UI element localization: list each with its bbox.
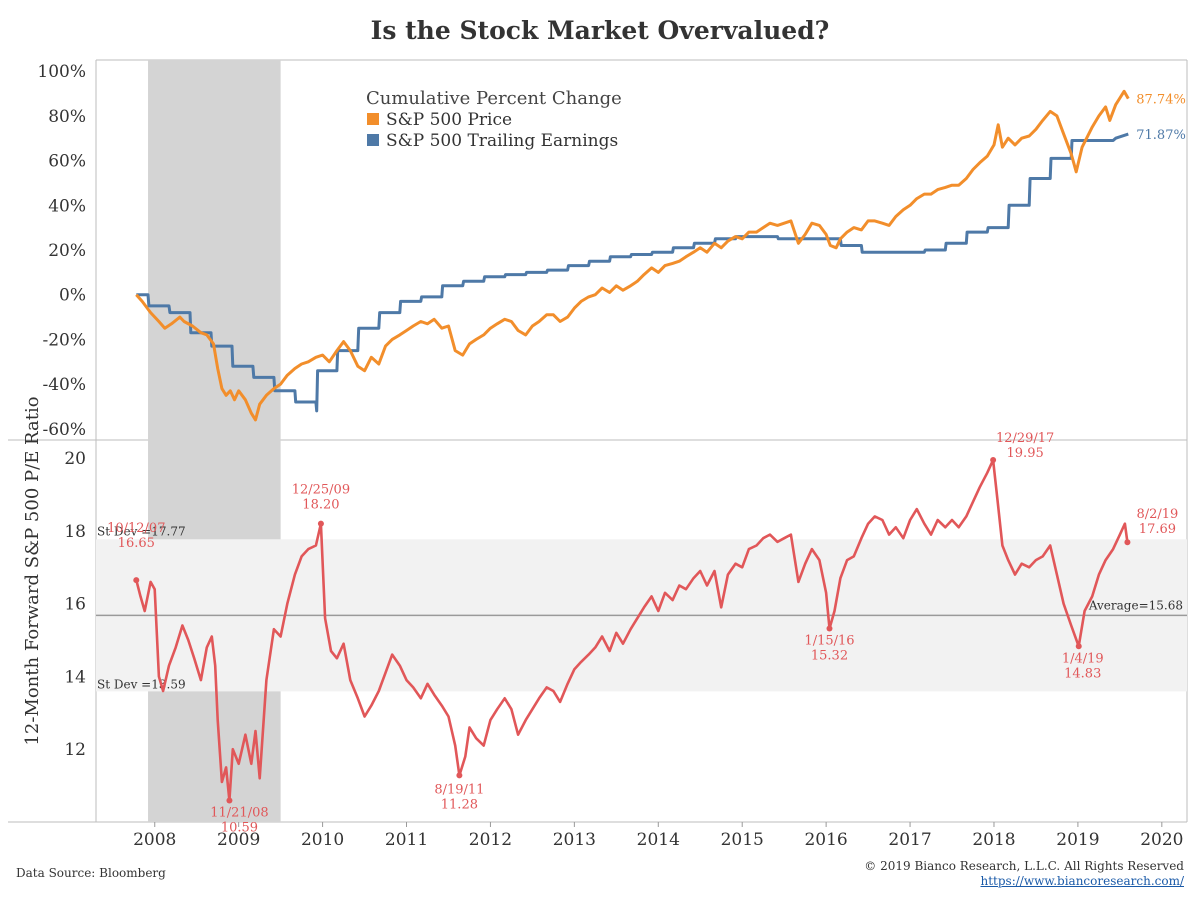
annotation-marker xyxy=(456,772,463,779)
bottom-y-tick-label: 20 xyxy=(64,449,86,469)
annotation-value-label: 17.69 xyxy=(1139,522,1176,537)
top-y-tick-label: 0% xyxy=(59,286,86,306)
annotation-marker xyxy=(226,797,233,804)
recession-shading-top xyxy=(148,60,281,440)
top-y-tick-label: 40% xyxy=(48,196,86,216)
annotation-value-label: 19.95 xyxy=(1007,446,1044,461)
x-tick-label: 2019 xyxy=(1056,830,1099,850)
pe-series-line xyxy=(135,458,1129,802)
x-tick-label: 2010 xyxy=(301,830,344,850)
annotation-date-label: 12/25/09 xyxy=(292,483,350,498)
legend-earnings-swatch xyxy=(367,134,379,146)
legend-title: Cumulative Percent Change xyxy=(366,88,622,109)
x-tick-label: 2013 xyxy=(553,830,596,850)
x-tick-label: 2008 xyxy=(133,830,176,850)
annotation-value-label: 15.32 xyxy=(811,648,848,663)
annotation-value-label: 10.59 xyxy=(221,821,258,836)
pe-y-axis-title: 12-Month Forward S&P 500 P/E Ratio xyxy=(22,396,43,745)
annotation-date-label: 10/12/07 xyxy=(107,521,165,536)
copyright-text: © 2019 Bianco Research, L.L.C. All Right… xyxy=(864,859,1184,873)
top-y-tick-label: -40% xyxy=(42,375,86,395)
recession-shading-bottom-upper xyxy=(148,440,281,540)
annotation-marker xyxy=(133,577,140,584)
x-tick-label: 2018 xyxy=(972,830,1015,850)
top-y-tick-label: 60% xyxy=(48,152,86,172)
cumulative-change-panel: -60% -40% -20% 0% 20% 40% 60% 80% 100% 87.74% 71.8… xyxy=(37,60,1186,440)
x-tick-label: 2015 xyxy=(721,830,764,850)
annotation-marker xyxy=(1075,643,1082,650)
top-y-tick-label: -60% xyxy=(42,420,86,440)
annotation-date-label: 11/21/08 xyxy=(210,806,268,821)
website-link[interactable]: https://www.biancoresearch.com/ xyxy=(980,874,1184,888)
annotation-value-label: 18.20 xyxy=(302,498,339,513)
annotation-value-label: 14.83 xyxy=(1064,666,1101,681)
st-dev-upper-label: St Dev =17.77 xyxy=(97,524,186,538)
x-tick-label: 2020 xyxy=(1140,830,1183,850)
earnings-end-label: 71.87% xyxy=(1136,128,1186,143)
legend-price-swatch xyxy=(367,113,379,125)
top-y-tick-label: 20% xyxy=(48,241,86,261)
annotation-date-label: 1/15/16 xyxy=(804,633,854,648)
annotation-marker xyxy=(826,625,833,632)
legend-earnings-label: S&P 500 Trailing Earnings xyxy=(386,131,618,151)
annotation-marker xyxy=(990,457,997,464)
data-source: Data Source: Bloomberg xyxy=(16,866,166,880)
annotation-marker xyxy=(317,520,324,527)
top-y-tick-label: -20% xyxy=(42,330,86,350)
top-y-tick-label: 80% xyxy=(48,107,86,127)
x-tick-label: 2014 xyxy=(637,830,680,850)
st-dev-lower-label: St Dev =13.59 xyxy=(97,677,186,691)
annotation-date-label: 8/19/11 xyxy=(434,782,484,797)
x-tick-label: 2012 xyxy=(469,830,512,850)
x-tick-label: 2011 xyxy=(385,830,428,850)
bottom-y-tick-label: 16 xyxy=(64,595,86,615)
earnings-series-line xyxy=(136,132,1129,413)
annotation-marker xyxy=(1124,539,1131,546)
price-end-label: 87.74% xyxy=(1136,93,1186,108)
legend-price-label: S&P 500 Price xyxy=(386,110,512,130)
annotation-value-label: 11.28 xyxy=(441,797,478,812)
chart-title: Is the Stock Market Overvalued? xyxy=(370,16,830,45)
bottom-y-tick-label: 18 xyxy=(64,522,86,542)
top-y-tick-label: 100% xyxy=(37,62,86,82)
annotation-date-label: 1/4/19 xyxy=(1062,651,1104,666)
average-label: Average=15.68 xyxy=(1088,598,1183,612)
annotation-date-label: 12/29/17 xyxy=(996,431,1054,446)
x-tick-label: 2016 xyxy=(804,830,847,850)
annotation-date-label: 8/2/19 xyxy=(1136,507,1178,522)
x-tick-label: 2009 xyxy=(217,830,260,850)
price-series-line xyxy=(135,89,1130,422)
pe-ratio-panel: 12 14 16 18 20 12-Month Forward S&P 500 P/E R… xyxy=(22,396,1187,836)
bottom-y-tick-label: 14 xyxy=(64,667,86,687)
x-tick-label: 2017 xyxy=(888,830,931,850)
x-axis: 2008 2009 2010 2011 2012 2013 2014 2015 2016 2017… xyxy=(133,822,1183,850)
annotation-value-label: 16.65 xyxy=(118,536,155,551)
bottom-y-tick-label: 12 xyxy=(64,740,86,760)
